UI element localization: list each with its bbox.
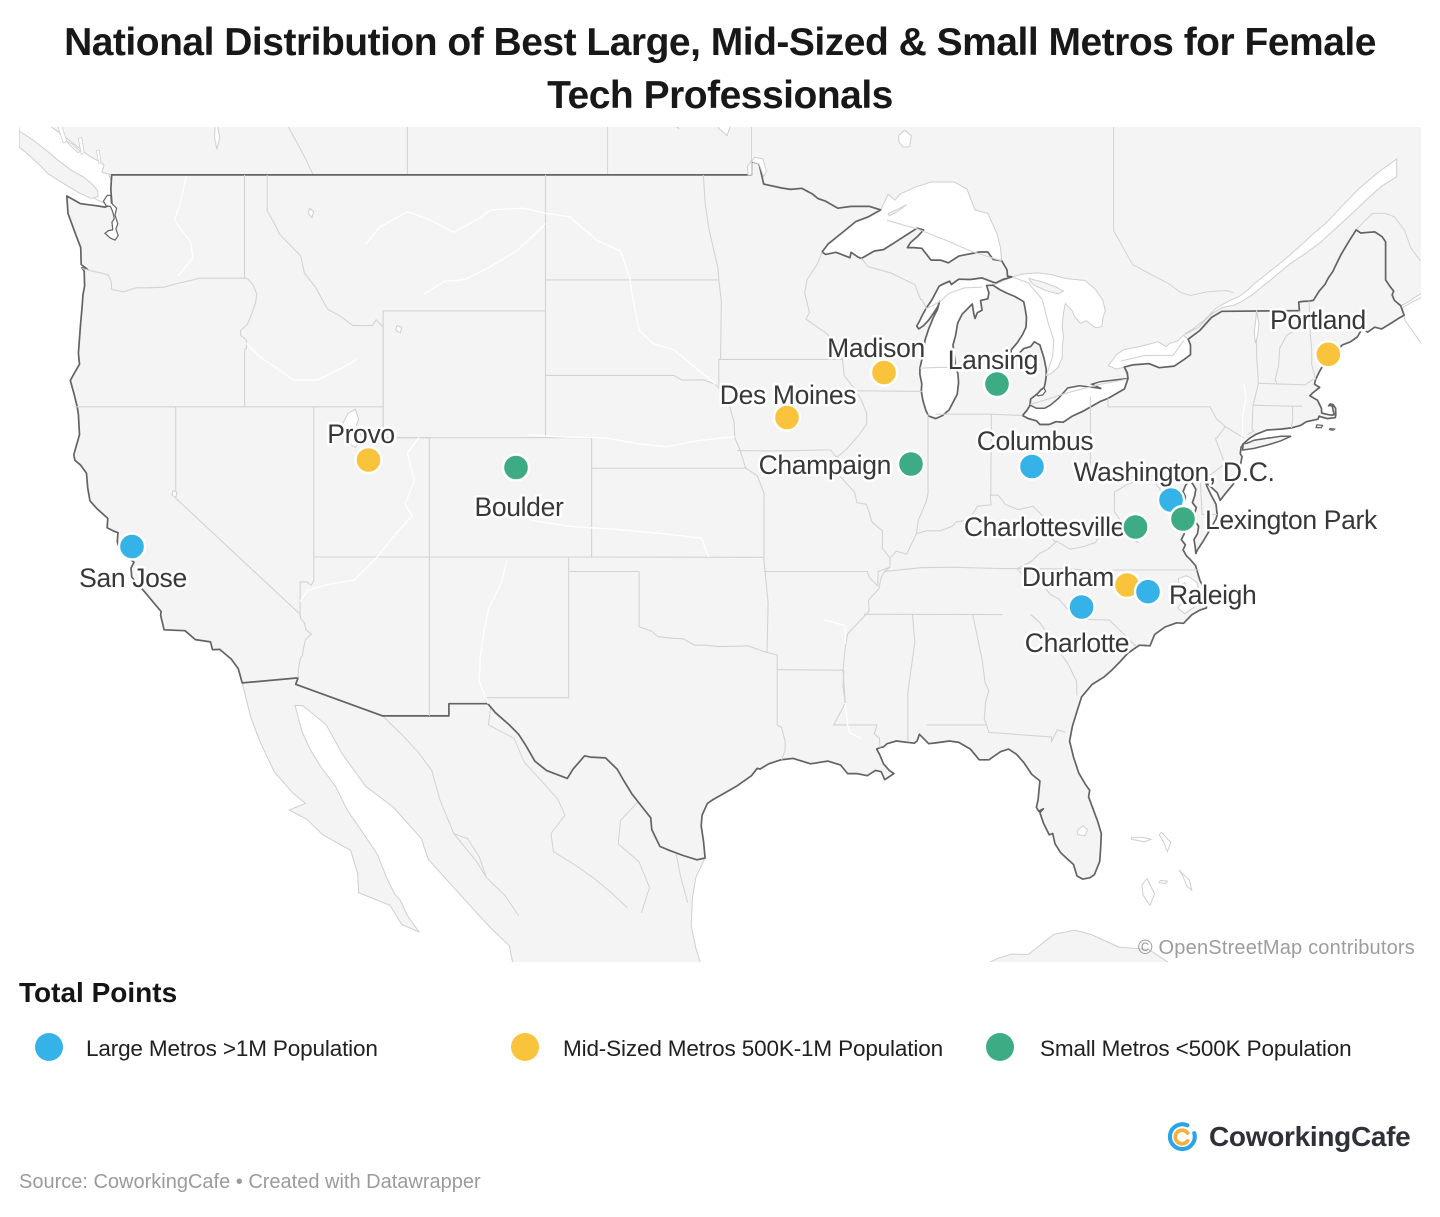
svg-text:Champaign: Champaign (759, 450, 891, 480)
svg-text:© OpenStreetMap contributors: © OpenStreetMap contributors (1138, 937, 1415, 959)
svg-text:Raleigh: Raleigh (1169, 580, 1256, 610)
svg-text:San Jose: San Jose (79, 563, 187, 593)
svg-text:Charlotte: Charlotte (1025, 628, 1129, 658)
svg-text:Columbus: Columbus (977, 426, 1094, 456)
svg-text:Provo: Provo (327, 419, 394, 449)
svg-text:Madison: Madison (827, 333, 925, 363)
svg-text:Des Moines: Des Moines (720, 380, 857, 410)
svg-text:Washington, D.C.: Washington, D.C. (1073, 457, 1274, 487)
svg-text:Charlottesville: Charlottesville (964, 512, 1125, 542)
svg-text:Portland: Portland (1270, 305, 1366, 335)
svg-text:Lexington Park: Lexington Park (1205, 505, 1378, 535)
svg-text:Boulder: Boulder (475, 492, 564, 522)
svg-text:Durham: Durham (1022, 562, 1114, 592)
